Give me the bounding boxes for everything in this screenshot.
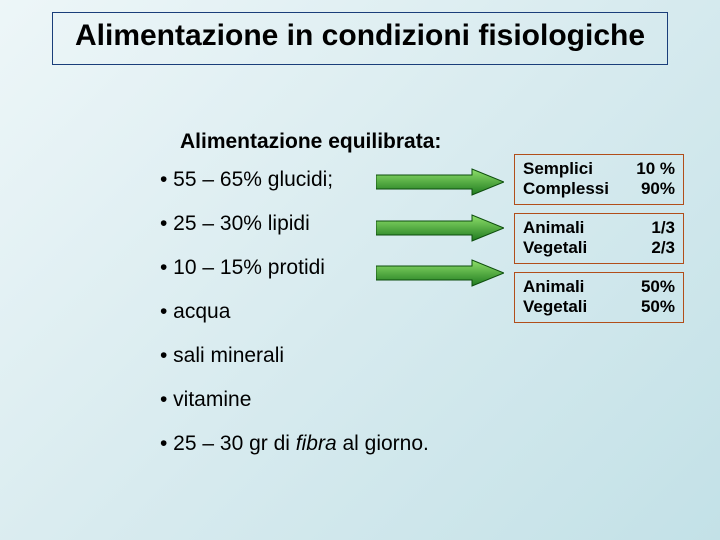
box-label: Complessi [523, 179, 609, 199]
bullet-vitamine: • vitamine [160, 388, 429, 412]
box-row: Vegetali 2/3 [523, 238, 675, 258]
box-label: Vegetali [523, 238, 587, 258]
page-title: Alimentazione in condizioni fisiologiche [63, 19, 657, 54]
arrow-protidi [376, 258, 504, 288]
subtitle: Alimentazione equilibrata: [180, 130, 441, 154]
title-box: Alimentazione in condizioni fisiologiche [52, 12, 668, 65]
box-value: 10 % [636, 159, 675, 179]
box-label: Animali [523, 218, 584, 238]
box-row: Animali 50% [523, 277, 675, 297]
arrow-lipidi [376, 213, 504, 243]
arrow-glucidi [376, 167, 504, 197]
bullet-fibra: • 25 – 30 gr di fibra al giorno. [160, 432, 429, 456]
box-row: Semplici 10 % [523, 159, 675, 179]
fibra-prefix: • 25 – 30 gr di [160, 432, 296, 455]
bullet-sali: • sali minerali [160, 344, 429, 368]
box-lipidi: Animali 1/3 Vegetali 2/3 [514, 213, 684, 264]
fibra-suffix: al giorno. [337, 432, 429, 455]
box-row: Complessi 90% [523, 179, 675, 199]
box-label: Animali [523, 277, 584, 297]
fibra-word: fibra [296, 432, 337, 455]
box-glucidi: Semplici 10 % Complessi 90% [514, 154, 684, 205]
box-value: 1/3 [651, 218, 675, 238]
bullet-acqua: • acqua [160, 300, 429, 324]
box-label: Vegetali [523, 297, 587, 317]
box-value: 50% [641, 277, 675, 297]
box-row: Vegetali 50% [523, 297, 675, 317]
box-value: 2/3 [651, 238, 675, 258]
box-value: 90% [641, 179, 675, 199]
box-protidi: Animali 50% Vegetali 50% [514, 272, 684, 323]
box-value: 50% [641, 297, 675, 317]
box-label: Semplici [523, 159, 593, 179]
box-row: Animali 1/3 [523, 218, 675, 238]
